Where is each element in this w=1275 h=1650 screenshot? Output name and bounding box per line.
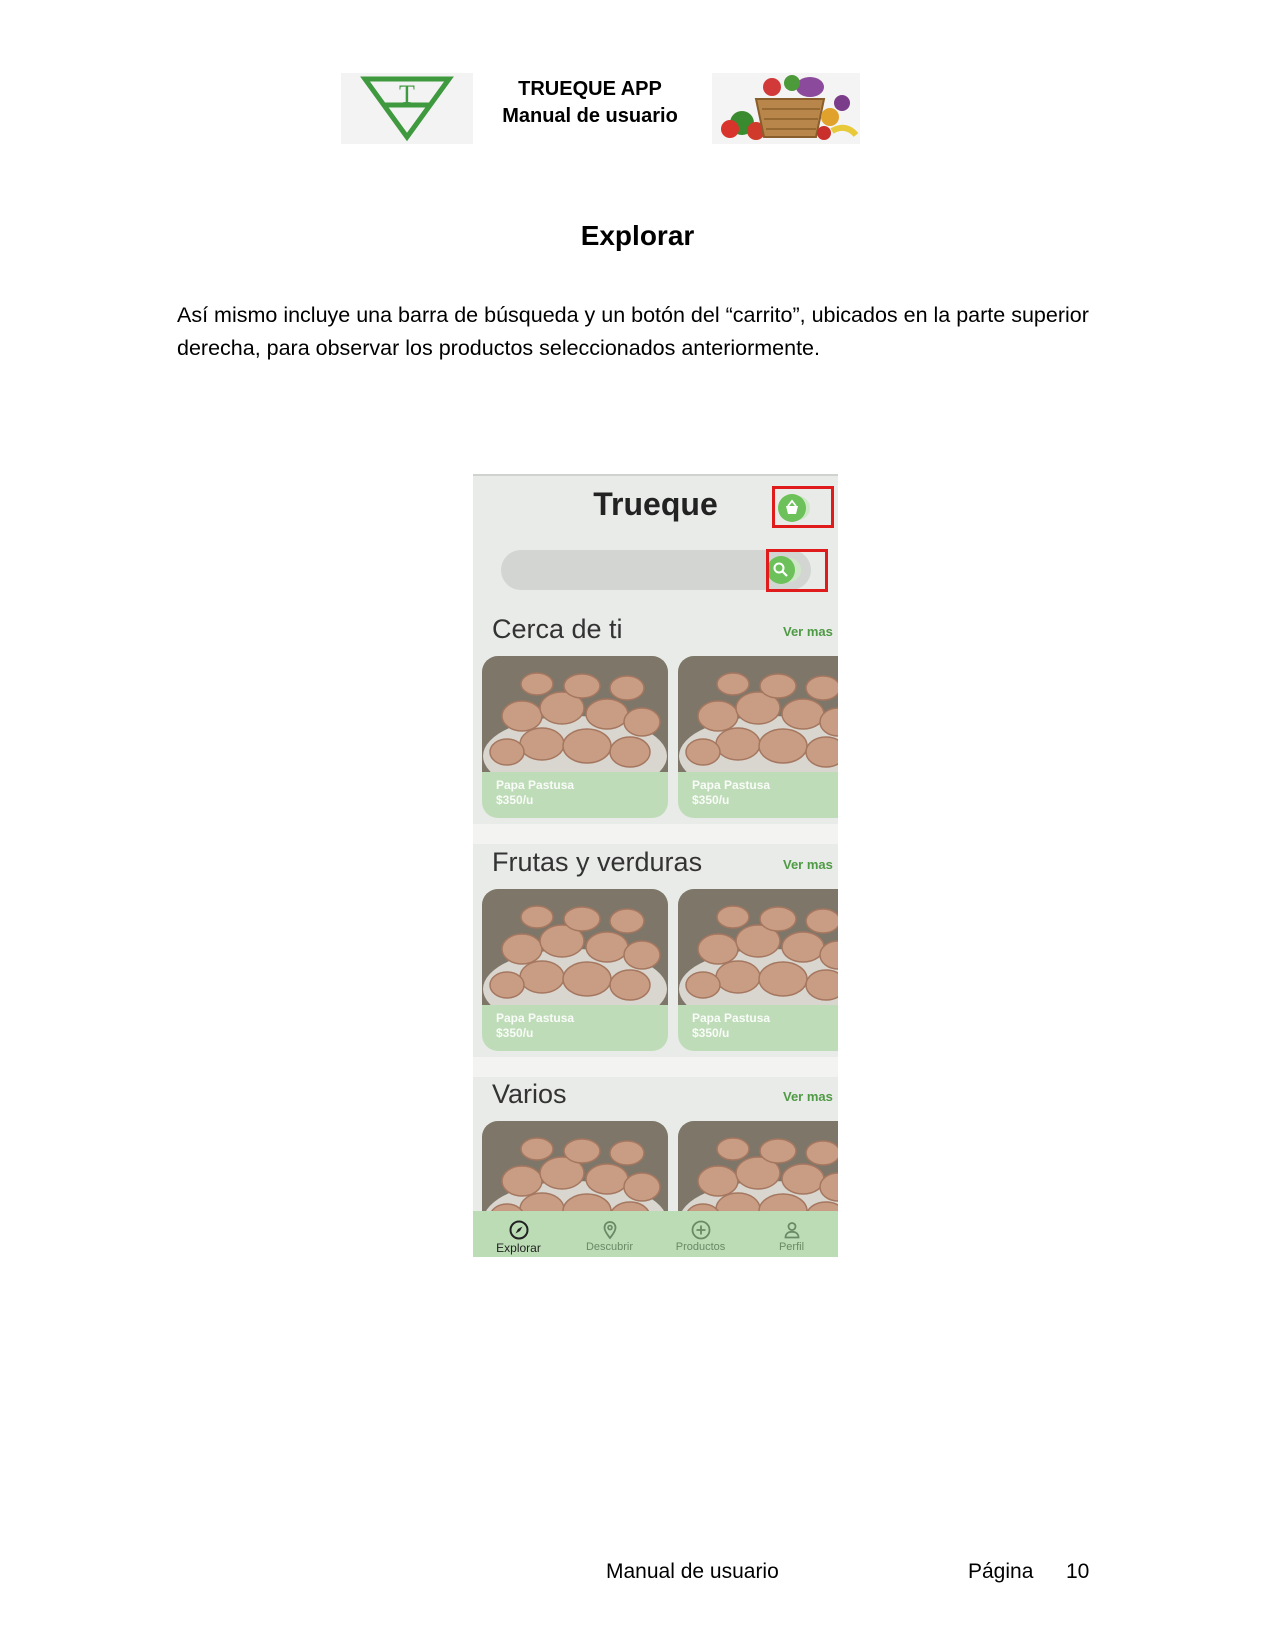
document-header: TRUEQUE APP Manual de usuario (485, 76, 695, 130)
nav-label: Descubrir (585, 1241, 634, 1253)
category-title: Varios (492, 1079, 567, 1109)
product-price: $350/u (496, 1026, 534, 1040)
product-meta: Papa Pastusa $350/u (496, 1011, 574, 1041)
search-icon (773, 562, 788, 577)
header-subtitle: Manual de usuario (502, 105, 678, 127)
section-title: Explorar (580, 220, 695, 251)
nav-item-productos[interactable]: Productos (655, 1211, 746, 1257)
map-pin-icon (603, 1221, 617, 1240)
app-title: Trueque (593, 486, 718, 522)
cart-button[interactable] (778, 494, 806, 522)
nav-label: Explorar (496, 1241, 541, 1255)
basket-icon (786, 499, 798, 514)
bottom-nav: Explorar Descubrir Productos Perfil (473, 1211, 838, 1257)
footer-page-label: Página (968, 1560, 1034, 1583)
footer-title: Manual de usuario (606, 1560, 779, 1583)
product-card[interactable]: Papa Pastusa $350/u (482, 656, 668, 818)
app-screenshot: Trueque Cerca de ti Ver mas (473, 474, 838, 1257)
product-photo (678, 889, 838, 1029)
section-paragraph: Así mismo incluye una barra de búsqueda … (177, 303, 1089, 360)
product-price: $350/u (692, 793, 730, 807)
product-name: Papa Pastusa (692, 1011, 771, 1025)
plus-circle-icon (691, 1220, 711, 1240)
product-meta: Papa Pastusa $350/u (496, 778, 574, 808)
category-title: Cerca de ti (492, 614, 623, 644)
nav-item-explorar[interactable]: Explorar (473, 1211, 564, 1257)
fruit-basket-image (712, 73, 860, 144)
see-more-link[interactable]: Ver mas (783, 624, 833, 639)
trueque-logo: T (341, 73, 473, 144)
product-name: Papa Pastusa (692, 778, 771, 792)
product-meta: Papa Pastusa $350/u (692, 778, 770, 808)
product-card[interactable]: Papa Pastusa $350/u (678, 889, 838, 1051)
product-meta: Papa Pastusa $350/u (692, 1011, 770, 1041)
nav-item-perfil[interactable]: Perfil (746, 1211, 837, 1257)
category-title: Frutas y verduras (492, 847, 703, 877)
product-photo (678, 656, 838, 796)
product-name: Papa Pastusa (496, 778, 575, 792)
header-app-title: TRUEQUE APP (518, 78, 662, 100)
product-price: $350/u (692, 1026, 730, 1040)
user-icon (784, 1222, 800, 1239)
search-button[interactable] (767, 556, 795, 584)
footer-page-number: 10 (1066, 1560, 1090, 1583)
nav-item-descubrir[interactable]: Descubrir (564, 1211, 655, 1257)
nav-label: Productos (675, 1241, 726, 1253)
logo-letter: T (399, 80, 415, 109)
product-photo (482, 889, 668, 1029)
section-divider (473, 824, 838, 844)
product-price: $350/u (496, 793, 534, 807)
product-name: Papa Pastusa (496, 1011, 575, 1025)
section-divider (473, 1057, 838, 1077)
compass-icon (509, 1220, 529, 1240)
search-input[interactable] (501, 550, 811, 590)
cart-highlight-box (772, 486, 834, 528)
see-more-link[interactable]: Ver mas (783, 1089, 833, 1104)
search-highlight-box (766, 549, 828, 592)
see-more-link[interactable]: Ver mas (783, 857, 833, 872)
nav-label: Perfil (778, 1241, 805, 1253)
product-photo (482, 656, 668, 796)
product-card[interactable]: Papa Pastusa $350/u (482, 889, 668, 1051)
product-card[interactable]: Papa Pastusa $350/u (678, 656, 838, 818)
